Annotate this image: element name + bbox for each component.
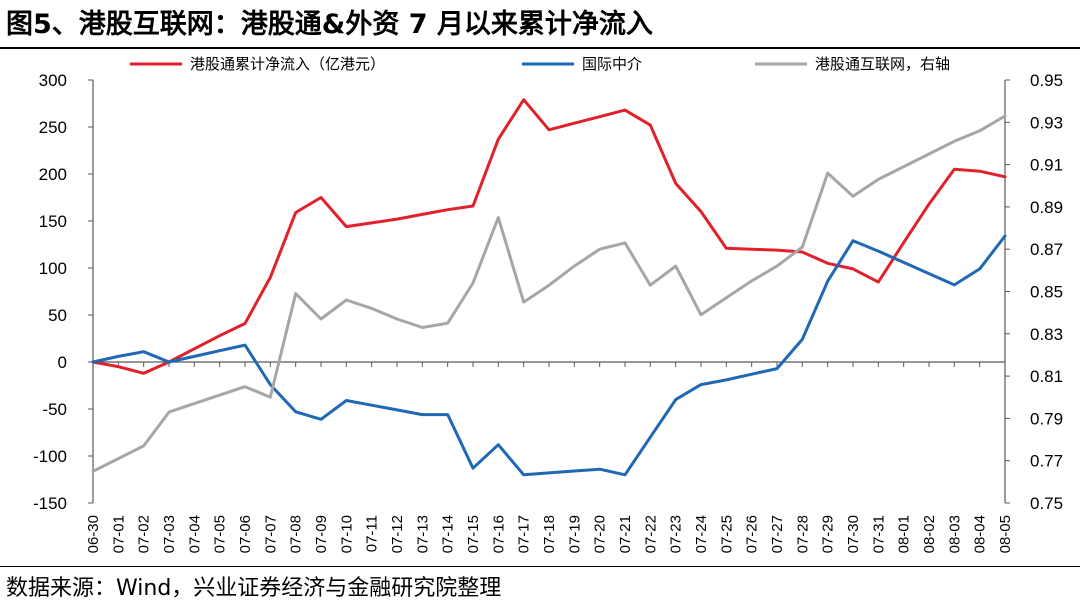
right-tick-label: 0.75 [1030, 494, 1063, 513]
right-tick-label: 0.77 [1030, 452, 1063, 471]
x-tick-label: 07-31 [870, 515, 887, 553]
x-tick-label: 08-02 [921, 515, 938, 553]
right-tick-label: 0.81 [1030, 367, 1063, 386]
x-tick-label: 07-25 [718, 515, 735, 553]
left-tick-label: -100 [33, 447, 67, 466]
left-tick-label: 200 [39, 165, 67, 184]
right-tick-label: 0.83 [1030, 325, 1063, 344]
series-lines-group [91, 98, 1007, 477]
x-tick-label: 07-26 [744, 515, 761, 553]
right-tick-label: 0.93 [1030, 113, 1063, 132]
right-tick-label: 0.89 [1030, 198, 1063, 217]
right-tick-label: 0.85 [1030, 283, 1063, 302]
x-tick-label: 07-05 [212, 515, 229, 553]
x-tick-label: 07-11 [364, 515, 381, 552]
legend-label-1: 港股通累计净流入（亿港元） [190, 55, 385, 73]
x-tick-label: 07-06 [237, 515, 254, 553]
x-tick-label: 07-28 [794, 515, 811, 553]
x-tick-label: 07-14 [440, 515, 457, 553]
title-divider [0, 47, 1080, 49]
x-tick-label: 07-16 [490, 515, 507, 553]
x-tick-label: 07-09 [313, 515, 330, 553]
x-tick-label: 07-22 [642, 515, 659, 553]
x-tick-label: 07-07 [262, 515, 279, 553]
x-tick-label: 07-21 [617, 515, 634, 553]
right-tick-label: 0.91 [1030, 156, 1063, 175]
x-tick-label: 08-01 [896, 515, 913, 553]
legend-group: 港股通累计净流入（亿港元） 国际中介 港股通互联网，右轴 [130, 55, 950, 73]
x-tick-label: 07-19 [566, 515, 583, 553]
x-tick-label: 07-20 [592, 515, 609, 553]
left-tick-label: 300 [39, 71, 67, 90]
x-tick-label: 07-01 [110, 515, 127, 553]
series-line-1 [91, 98, 1007, 375]
right-tick-label: 0.87 [1030, 240, 1063, 259]
x-tick-label: 07-02 [136, 515, 153, 553]
x-tick-label: 07-03 [161, 515, 178, 553]
x-tick-label: 07-13 [414, 515, 431, 553]
x-tick-label: 07-23 [668, 515, 685, 553]
chart-canvas: 300 250 200 150 100 50 0 -50 -100 -150 0.95 0.93 0.9… [33, 55, 1063, 553]
x-tick-label: 07-15 [465, 515, 482, 553]
x-tick-label: 07-27 [769, 515, 786, 553]
x-tick-label: 08-05 [997, 515, 1014, 553]
x-tick-label: 07-24 [693, 515, 710, 553]
chart-title: 图5、港股互联网：港股通&外资 7 月以来累计净流入 [6, 9, 653, 40]
legend-label-3: 港股通互联网，右轴 [815, 55, 950, 73]
left-tick-label: 100 [39, 259, 67, 278]
left-tick-label: -50 [42, 400, 67, 419]
left-tick-label: 50 [48, 306, 67, 325]
left-tick-label: -150 [33, 494, 67, 513]
x-tick-label: 07-04 [186, 515, 203, 553]
legend-label-2: 国际中介 [582, 55, 642, 73]
source-note: 数据来源：Wind，兴业证券经济与金融研究院整理 [6, 576, 502, 601]
axes-group: 300 250 200 150 100 50 0 -50 -100 -150 0.95 0.93 0.9… [33, 71, 1063, 553]
right-tick-label: 0.79 [1030, 409, 1063, 428]
x-tick-label: 08-03 [946, 515, 963, 553]
x-tick-label: 07-18 [541, 515, 558, 553]
x-tick-label: 08-04 [972, 515, 989, 553]
right-tick-label: 0.95 [1030, 71, 1063, 90]
x-tick-label: 07-08 [288, 515, 305, 553]
x-tick-label: 07-29 [820, 515, 837, 553]
x-tick-label: 06-30 [85, 515, 102, 553]
left-tick-label: 250 [39, 118, 67, 137]
x-tick-label: 07-10 [338, 515, 355, 553]
x-tick-label: 07-30 [845, 515, 862, 553]
source-divider [0, 566, 1080, 567]
left-tick-label: 150 [39, 212, 67, 231]
x-tick-label: 07-17 [516, 515, 533, 553]
series-line-2 [91, 234, 1007, 477]
left-tick-label: 0 [58, 353, 67, 372]
x-tick-label: 07-12 [389, 515, 406, 553]
series-line-3 [91, 114, 1007, 473]
